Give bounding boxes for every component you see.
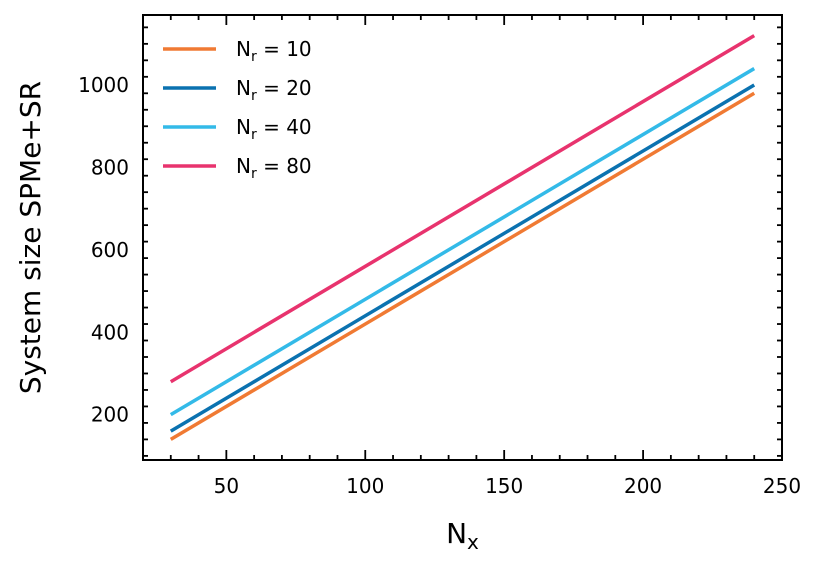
x-axis-label: Nx: [446, 517, 479, 554]
series-line-3: [169, 67, 756, 417]
x-axis-label-sub: x: [467, 530, 479, 554]
y-tick-label: 200: [91, 403, 129, 427]
legend-label-4: Nr = 80: [236, 154, 312, 182]
ticks-layer: [142, 15, 783, 460]
y-tick-label: 800: [91, 155, 129, 179]
series-line-2: [169, 83, 756, 433]
tick-labels-layer: 50 100 150 200 250 200 400 600 800 1000: [78, 73, 801, 498]
x-tick-label: 100: [346, 474, 384, 498]
y-axis-label: System size SPMe+SR: [14, 81, 47, 394]
series-layer: [169, 34, 756, 441]
plot-frame: [142, 14, 783, 461]
y-tick-label: 1000: [78, 73, 129, 97]
x-tick-label: 200: [624, 474, 662, 498]
legend-label-2: Nr = 20: [236, 76, 312, 104]
x-axis-label-main: N: [446, 517, 467, 550]
y-tick-label: 600: [91, 238, 129, 262]
legend-label-1: Nr = 10: [236, 37, 312, 65]
x-tick-label: 150: [485, 474, 523, 498]
series-line-4: [169, 34, 756, 384]
series-line-1: [169, 91, 756, 441]
x-tick-label: 50: [214, 474, 239, 498]
legend: Nr = 10 Nr = 20 Nr = 40 Nr = 80: [163, 37, 312, 182]
y-tick-label: 400: [91, 320, 129, 344]
legend-label-3: Nr = 40: [236, 115, 312, 143]
x-tick-label: 250: [763, 474, 801, 498]
